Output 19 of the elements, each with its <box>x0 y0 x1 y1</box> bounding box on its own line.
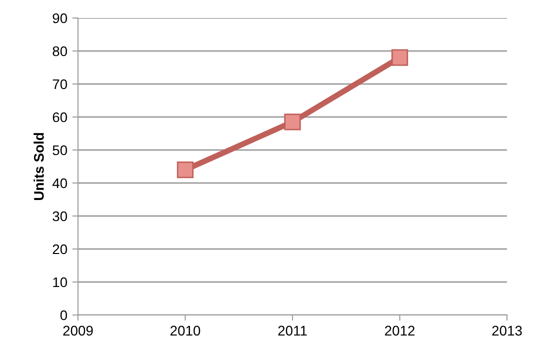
y-tick-label: 60 <box>52 112 68 122</box>
x-tick-label: 2011 <box>278 326 307 336</box>
x-tick-label: 2009 <box>63 326 93 336</box>
point <box>176 161 194 178</box>
y-tick-label: 70 <box>52 79 68 90</box>
y-tick-label: 90 <box>52 13 68 24</box>
y-tick-label: 20 <box>52 244 68 254</box>
y-tick-label: 40 <box>52 178 68 188</box>
x-tick-label: 2012 <box>385 326 415 336</box>
y-tick-label: 50 <box>52 145 68 156</box>
y-tick-label: 0 <box>60 310 68 320</box>
point <box>391 49 408 66</box>
y-tick-label: 80 <box>52 46 68 56</box>
x-tick-label: 2013 <box>492 326 522 336</box>
y-tick-label: 10 <box>53 277 68 288</box>
y-tick-label: 30 <box>52 211 68 222</box>
x-tick-label: 2010 <box>170 326 200 336</box>
y-axis-title: Units Sold <box>34 133 44 200</box>
point <box>284 114 301 130</box>
